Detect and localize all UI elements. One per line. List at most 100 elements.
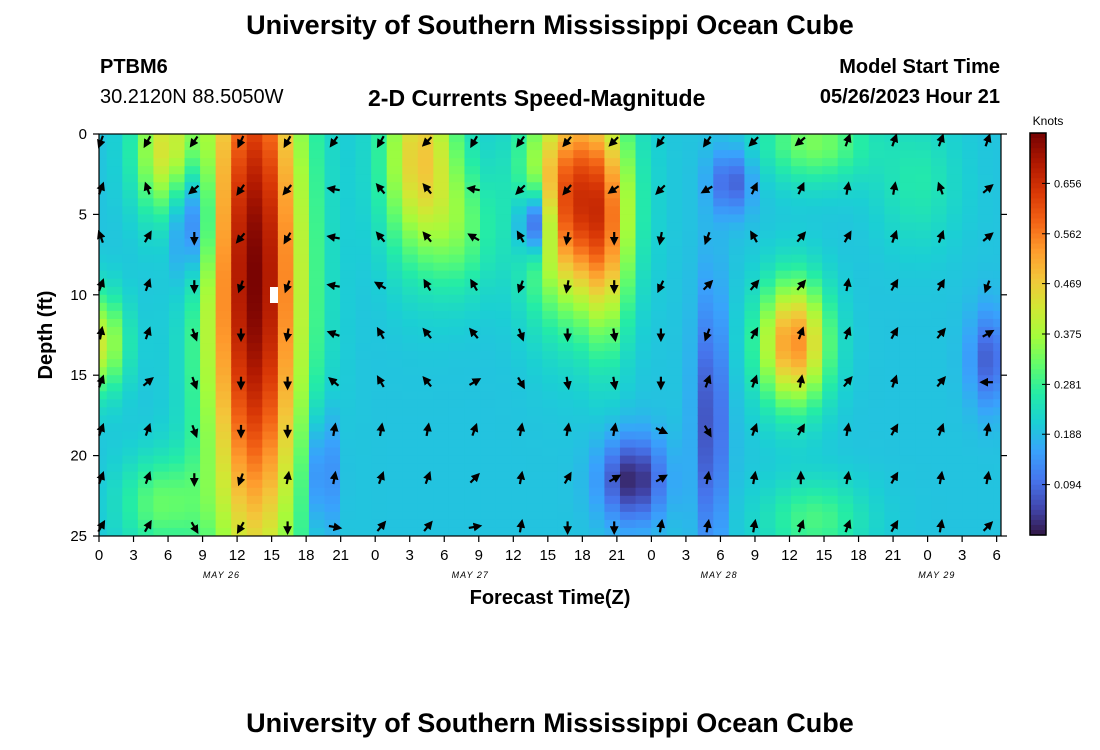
heatmap-cell: [464, 407, 481, 416]
heatmap-cell: [806, 302, 823, 312]
current-arrow: [982, 184, 994, 194]
heatmap-cell: [759, 447, 777, 457]
heatmap-cell: [355, 407, 372, 416]
heatmap-cell: [588, 391, 606, 400]
heatmap-cell: [822, 198, 839, 207]
heatmap-cell: [946, 335, 963, 344]
heatmap-cell: [993, 174, 1001, 183]
heatmap-cell: [137, 278, 155, 288]
heatmap-cell: [728, 134, 745, 143]
heatmap-cell: [262, 326, 279, 336]
heatmap-cell: [417, 455, 434, 465]
heatmap-cell: [868, 511, 885, 521]
heatmap-cell: [402, 527, 419, 536]
heatmap-cell: [231, 423, 248, 433]
heatmap-cell: [293, 182, 310, 191]
heatmap-cell: [480, 463, 497, 473]
heatmap-cell: [184, 174, 201, 183]
heatmap-cell: [464, 359, 481, 368]
colorbar-segment: [1030, 519, 1046, 526]
heatmap-cell: [277, 399, 294, 408]
colorbar-segment: [1030, 354, 1046, 360]
heatmap-cell: [853, 230, 870, 240]
heatmap-cell: [666, 375, 683, 384]
heatmap-cell: [619, 375, 637, 384]
colorbar-segment: [1030, 268, 1046, 275]
heatmap-cell: [604, 495, 621, 505]
heatmap-cell: [495, 230, 512, 240]
heatmap-cell: [915, 326, 932, 336]
heatmap-cell: [557, 399, 574, 408]
heatmap-cell: [480, 335, 497, 344]
heatmap-cell: [262, 142, 279, 151]
heatmap-cell: [355, 326, 372, 336]
heatmap-cell: [246, 150, 263, 159]
heatmap-cell: [899, 198, 917, 207]
heatmap-cell: [899, 447, 917, 457]
heatmap-cell: [99, 495, 108, 505]
heatmap-cell: [464, 399, 481, 408]
heatmap-cell: [246, 230, 263, 240]
heatmap-cell: [604, 423, 621, 433]
heatmap-cell: [371, 286, 388, 296]
heatmap-cell: [884, 326, 901, 336]
heatmap-cell: [386, 278, 403, 288]
heatmap-cell: [137, 190, 155, 199]
colorbar-segment: [1030, 349, 1046, 355]
heatmap-cell: [557, 487, 574, 497]
heatmap-cell: [806, 262, 823, 272]
heatmap-cell: [526, 359, 543, 368]
heatmap-cell: [993, 503, 1001, 513]
heatmap-cell: [759, 343, 777, 352]
heatmap-cell: [806, 214, 823, 224]
heatmap-cell: [962, 230, 979, 240]
heatmap-cell: [791, 407, 808, 416]
heatmap-cell: [744, 335, 761, 344]
heatmap-cell: [744, 463, 761, 473]
heatmap-cell: [635, 190, 652, 199]
heatmap-cell: [526, 302, 543, 312]
heatmap-cell: [635, 503, 652, 513]
heatmap-cell: [666, 511, 683, 521]
current-arrow: [609, 422, 619, 437]
heatmap-cell: [931, 286, 948, 296]
heatmap-cell: [604, 318, 621, 328]
colorbar-segment: [1030, 359, 1046, 365]
colorbar-tick-label: 0.562: [1054, 229, 1082, 241]
heatmap-cell: [184, 335, 201, 344]
heatmap-cell: [184, 150, 201, 159]
heatmap-cell: [308, 214, 326, 224]
heatmap-cell: [293, 383, 310, 392]
x-tick-label: 9: [751, 547, 759, 564]
heatmap-cell: [448, 326, 466, 336]
heatmap-cell: [122, 447, 139, 457]
heatmap-cell: [231, 270, 248, 280]
heatmap-cell: [822, 383, 839, 392]
current-arrow: [143, 471, 152, 485]
heatmap-cell: [262, 302, 279, 312]
heatmap-cell: [728, 431, 745, 441]
heatmap-cell: [246, 503, 263, 513]
heatmap-cell: [635, 174, 652, 183]
heatmap-cell: [728, 423, 745, 433]
heatmap-cell: [868, 190, 885, 199]
heatmap-cell: [635, 487, 652, 497]
heatmap-cell: [931, 503, 948, 513]
heatmap-cell: [99, 479, 108, 489]
heatmap-cell: [915, 375, 932, 384]
heatmap-cell: [744, 326, 761, 336]
heatmap-cell: [511, 254, 528, 264]
heatmap-cell: [511, 351, 528, 360]
heatmap-cell: [791, 310, 808, 320]
heatmap-cell: [137, 399, 155, 408]
heatmap-cell: [666, 246, 683, 256]
heatmap-cell: [915, 294, 932, 304]
heatmap-cell: [775, 214, 792, 224]
heatmap-cell: [526, 415, 543, 425]
heatmap-cell: [464, 439, 481, 449]
heatmap-cell: [371, 479, 388, 489]
heatmap-cell: [713, 222, 730, 232]
heatmap-cell: [837, 495, 854, 505]
heatmap-cell: [433, 134, 450, 143]
